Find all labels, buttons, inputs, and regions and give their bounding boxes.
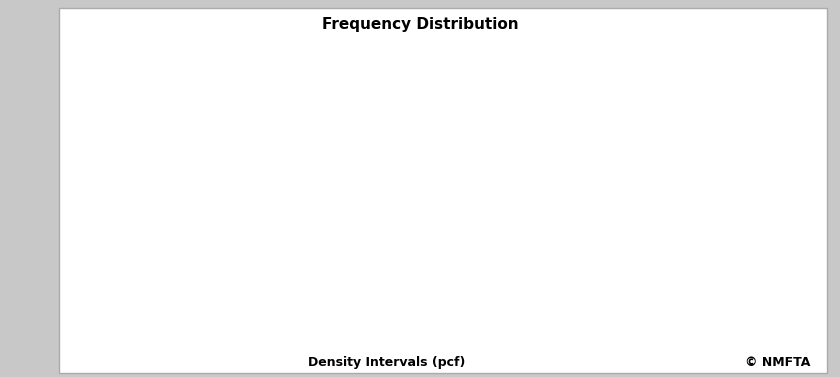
Polygon shape: [491, 205, 533, 211]
Polygon shape: [149, 227, 191, 232]
Text: 0.00%: 0.00%: [210, 214, 244, 224]
Polygon shape: [661, 227, 703, 233]
Polygon shape: [693, 227, 703, 234]
FancyBboxPatch shape: [433, 196, 465, 234]
Polygon shape: [433, 191, 475, 196]
Text: 2.99%: 2.99%: [608, 205, 642, 215]
FancyBboxPatch shape: [661, 233, 693, 234]
Polygon shape: [750, 227, 760, 234]
Polygon shape: [294, 196, 304, 234]
Text: 0.33%: 0.33%: [665, 214, 699, 224]
Polygon shape: [180, 227, 191, 234]
Polygon shape: [206, 227, 247, 232]
Polygon shape: [351, 149, 361, 234]
Polygon shape: [636, 218, 646, 234]
FancyBboxPatch shape: [605, 223, 636, 234]
Polygon shape: [605, 218, 646, 223]
Text: 6.31%: 6.31%: [495, 193, 528, 202]
Polygon shape: [237, 227, 247, 234]
Polygon shape: [320, 149, 361, 154]
Polygon shape: [522, 205, 533, 234]
Polygon shape: [376, 68, 418, 73]
Polygon shape: [718, 227, 760, 232]
Text: Density Intervals (pcf): Density Intervals (pcf): [307, 357, 465, 369]
Polygon shape: [263, 196, 304, 201]
Polygon shape: [579, 210, 589, 234]
Polygon shape: [465, 191, 475, 234]
Polygon shape: [408, 68, 418, 234]
Text: © NMFTA: © NMFTA: [745, 357, 811, 369]
Text: 21.93%: 21.93%: [320, 136, 360, 146]
FancyBboxPatch shape: [376, 73, 408, 234]
Text: 4.98%: 4.98%: [551, 197, 585, 207]
Text: 10.30%: 10.30%: [434, 178, 475, 188]
FancyBboxPatch shape: [491, 211, 522, 234]
Text: Frequency Distribution: Frequency Distribution: [322, 17, 518, 32]
Y-axis label: % of Figures in Interval: % of Figures in Interval: [71, 63, 81, 209]
Text: 0.00%: 0.00%: [153, 214, 186, 224]
Text: 0.00%: 0.00%: [722, 214, 756, 224]
FancyBboxPatch shape: [263, 201, 294, 234]
Text: 8.97%: 8.97%: [266, 183, 301, 193]
Polygon shape: [548, 210, 589, 216]
Text: 44.19%: 44.19%: [377, 55, 417, 65]
FancyBboxPatch shape: [320, 154, 351, 234]
FancyBboxPatch shape: [548, 216, 579, 234]
